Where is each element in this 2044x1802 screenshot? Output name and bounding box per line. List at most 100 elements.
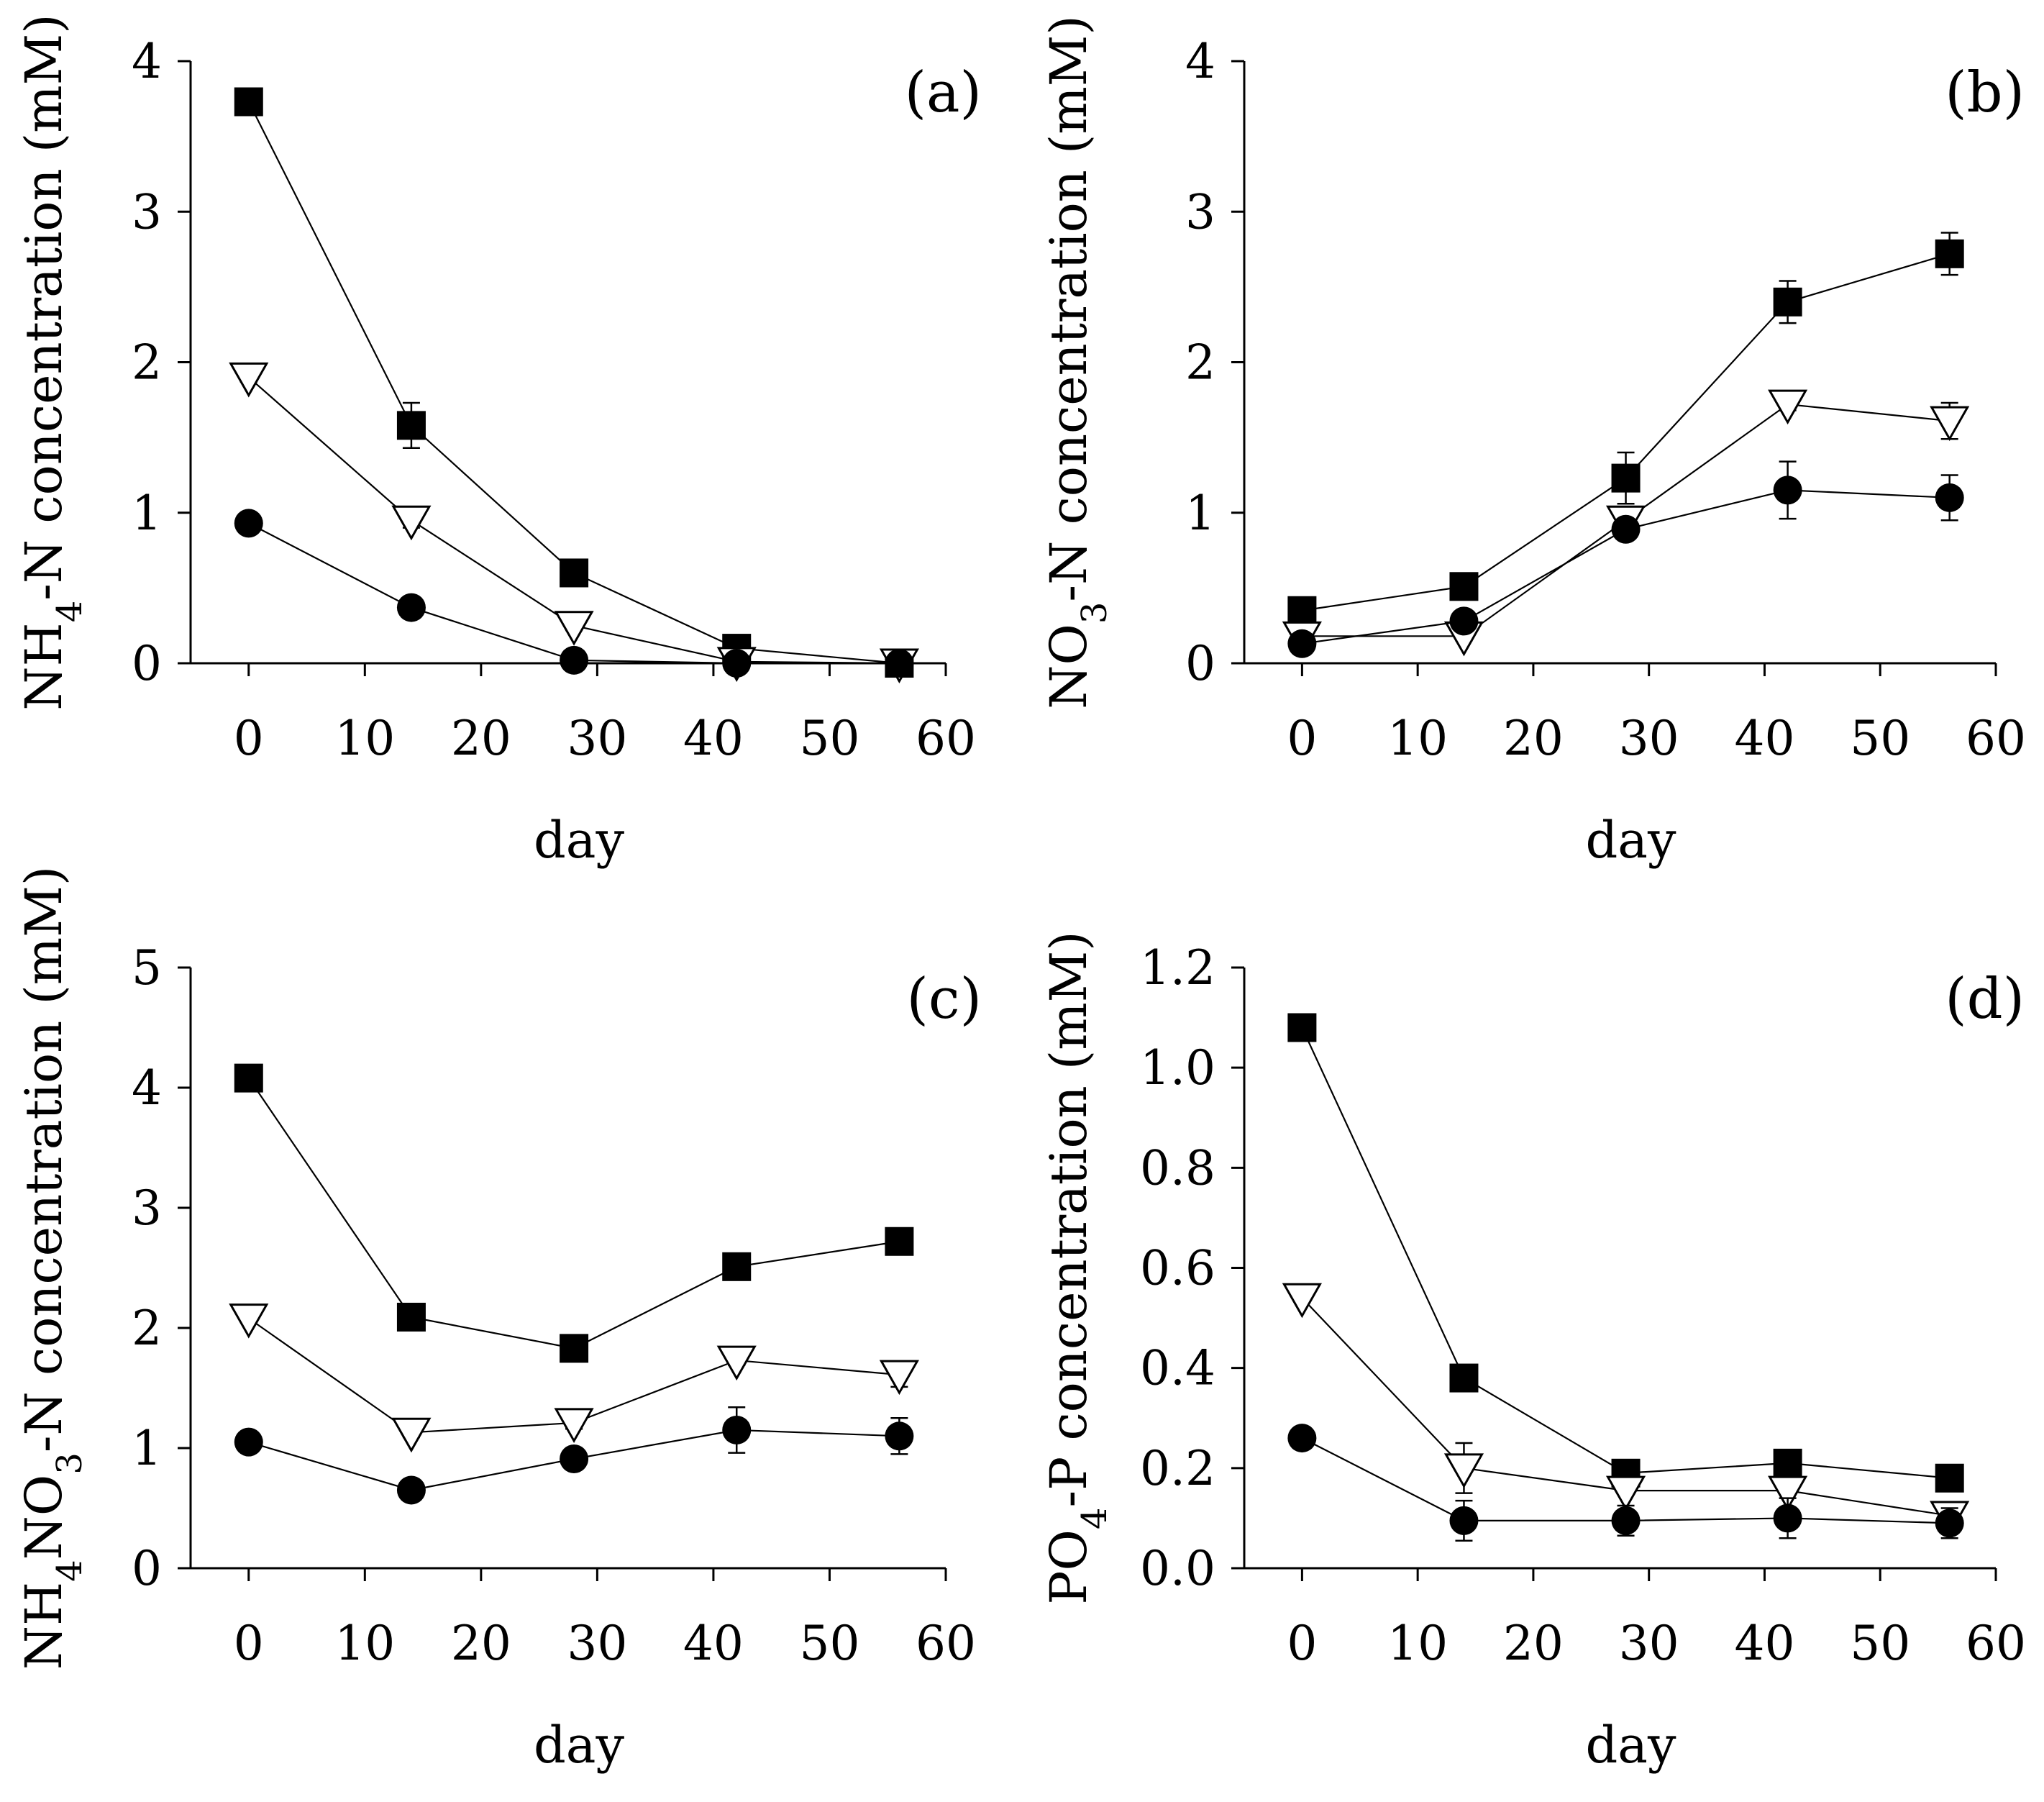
square-marker — [560, 1334, 589, 1363]
x-tick-label: 60 — [1966, 1616, 2026, 1671]
x-tick-label: 40 — [683, 711, 744, 766]
triangle-marker — [1768, 389, 1808, 425]
y-axis-title: NH4NO3-N concentration (mM) — [14, 866, 90, 1670]
circle-marker — [1449, 1506, 1479, 1535]
circle-marker — [396, 1475, 426, 1505]
x-tick-label: 30 — [567, 1616, 627, 1671]
circle-marker — [560, 645, 589, 675]
y-axis-title-part-0: NO — [1039, 624, 1098, 709]
x-tick-label: 40 — [1734, 711, 1794, 766]
x-tick-label: 0 — [234, 1616, 264, 1671]
triangle-marker — [229, 362, 269, 398]
x-tick-label: 10 — [1387, 1616, 1448, 1671]
panel-tag: (c) — [906, 967, 982, 1032]
x-tick-label: 60 — [916, 711, 976, 766]
y-tick-label: 1.0 — [1140, 1040, 1215, 1096]
x-tick-label: 30 — [1619, 1616, 1679, 1671]
x-tick-label: 20 — [451, 1616, 511, 1671]
x-tick-label: 10 — [334, 1616, 395, 1671]
x-tick-label: 40 — [1734, 1616, 1794, 1671]
x-axis-title: day — [534, 811, 625, 870]
series-2 — [1287, 1424, 1964, 1542]
square-marker — [1449, 1363, 1479, 1393]
y-axis-title-part-0: NH — [14, 1582, 73, 1670]
panel-tag: (b) — [1945, 60, 2025, 125]
panel-tag: (d) — [1945, 967, 2025, 1032]
x-tick-label: 20 — [451, 711, 511, 766]
series-1 — [229, 362, 919, 684]
y-tick-label: 0.0 — [1140, 1541, 1215, 1596]
series-1 — [1282, 1283, 1970, 1536]
y-axis-title-part-0: PO — [1039, 1529, 1098, 1605]
square-marker — [1449, 572, 1479, 601]
x-tick-label: 50 — [1850, 711, 1910, 766]
y-tick-label: 5 — [132, 940, 162, 996]
y-tick-label: 0.6 — [1140, 1241, 1215, 1296]
y-axis-title: NH4-N concentration (mM) — [14, 14, 90, 710]
y-axis-title-part-2: NO — [14, 1475, 73, 1560]
y-tick-label: 0 — [132, 636, 162, 691]
series-0 — [234, 1063, 914, 1363]
circle-marker — [1773, 1503, 1802, 1533]
circle-marker — [885, 649, 914, 678]
square-marker — [396, 411, 426, 440]
circle-marker — [1935, 1509, 1964, 1538]
series-0 — [1287, 1013, 1964, 1493]
square-marker — [885, 1227, 914, 1256]
x-tick-label: 60 — [1966, 711, 2026, 766]
square-marker — [234, 87, 263, 117]
x-tick-label: 20 — [1503, 1616, 1564, 1671]
triangle-marker — [716, 1345, 757, 1381]
y-tick-label: 0 — [1185, 636, 1215, 691]
y-axis-title-part-4: -N concentration (mM) — [14, 14, 73, 600]
x-tick-label: 50 — [799, 1616, 859, 1671]
y-axis-title-part-1: 3 — [1075, 602, 1115, 624]
square-marker — [722, 1252, 752, 1281]
series-line — [1301, 1027, 1950, 1479]
x-tick-label: 50 — [1850, 1616, 1910, 1671]
y-axis-title: NO3-N concentration (mM) — [1039, 15, 1115, 709]
circle-marker — [396, 593, 426, 622]
x-tick-label: 20 — [1503, 711, 1564, 766]
y-tick-label: 0.8 — [1140, 1140, 1215, 1196]
circle-marker — [1773, 475, 1802, 505]
x-tick-label: 10 — [1387, 711, 1448, 766]
y-tick-label: 1 — [1185, 486, 1215, 541]
y-axis-title: PO4-P concentration (mM) — [1039, 931, 1115, 1604]
circle-marker — [1611, 1506, 1641, 1535]
y-axis-title-part-4: -N concentration (mM) — [1039, 15, 1098, 601]
circle-marker — [722, 649, 752, 678]
x-axis-title: day — [1585, 1716, 1676, 1775]
triangle-marker — [554, 611, 594, 646]
x-tick-label: 10 — [334, 711, 395, 766]
triangle-marker — [391, 505, 432, 541]
y-tick-label: 1 — [132, 1421, 162, 1476]
x-tick-label: 50 — [799, 711, 859, 766]
y-axis-title-part-3: 3 — [50, 1452, 90, 1475]
series-2 — [234, 509, 914, 678]
y-axis-title-part-1: 4 — [50, 1560, 90, 1582]
y-axis-title-part-1: 4 — [1075, 1508, 1115, 1530]
square-marker — [1773, 287, 1802, 317]
series-1 — [229, 1303, 919, 1453]
square-marker — [1773, 1448, 1802, 1478]
series-line — [1302, 252, 1951, 611]
y-tick-label: 4 — [1185, 34, 1215, 89]
y-axis-title-part-0: NH — [14, 622, 73, 710]
triangle-marker — [1768, 1475, 1808, 1511]
y-tick-label: 1 — [132, 486, 162, 541]
triangle-marker — [1930, 406, 1970, 442]
triangle-marker — [1605, 1475, 1646, 1511]
square-marker — [1935, 239, 1964, 268]
circle-marker — [1611, 514, 1641, 544]
x-tick-label: 30 — [1619, 711, 1679, 766]
circle-marker — [1449, 606, 1479, 636]
x-tick-label: 30 — [567, 711, 627, 766]
y-axis-title-part-4: -P concentration (mM) — [1039, 931, 1098, 1507]
x-tick-label: 0 — [1287, 1616, 1317, 1671]
triangle-marker — [229, 1303, 269, 1339]
triangle-marker — [1443, 1453, 1484, 1488]
